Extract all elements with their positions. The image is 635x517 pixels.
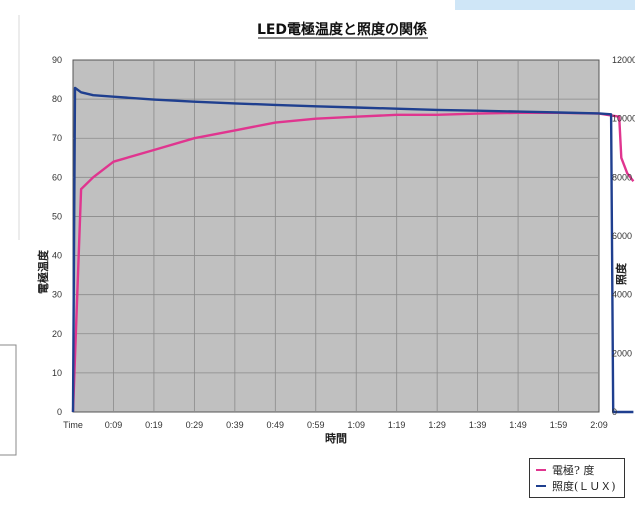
x-tick-label: 1:29 <box>428 420 446 430</box>
legend-label-temperature: 電極? 度 <box>552 462 594 478</box>
x-tick-label: 1:59 <box>550 420 568 430</box>
x-tick-label: 0:29 <box>186 420 204 430</box>
y-left-tick-label: 0 <box>57 407 62 417</box>
legend-item-illuminance: 照度(ＬＵＸ) <box>536 478 624 494</box>
x-tick-label: 1:19 <box>388 420 406 430</box>
y-left-tick-label: 50 <box>52 211 62 221</box>
left-margin-box <box>0 345 16 455</box>
y-right-axis-title: 照度 <box>614 262 628 285</box>
x-axis-title: 時間 <box>325 431 347 445</box>
x-tick-label: 1:49 <box>509 420 527 430</box>
legend-swatch-temperature <box>536 469 546 471</box>
x-tick-label: 0:59 <box>307 420 325 430</box>
legend-swatch-illuminance <box>536 485 546 487</box>
y-left-tick-label: 70 <box>52 133 62 143</box>
y-left-tick-label: 30 <box>52 290 62 300</box>
y-left-tick-label: 60 <box>52 172 62 182</box>
y-left-axis-title: 電極温度 <box>36 249 50 294</box>
legend-item-temperature: 電極? 度 <box>536 462 624 478</box>
x-tick-label: 1:09 <box>347 420 365 430</box>
x-tick-label: 0:49 <box>267 420 285 430</box>
header-banner <box>455 0 635 10</box>
x-tick-label: 1:39 <box>469 420 487 430</box>
x-tick-label: Time <box>63 420 83 430</box>
y-left-tick-label: 80 <box>52 94 62 104</box>
chart-title: LED電極温度と照度の関係 <box>257 21 427 38</box>
x-tick-label: 0:09 <box>105 420 123 430</box>
y-right-tick-label: 4000 <box>612 290 632 300</box>
y-right-tick-label: 2000 <box>612 348 632 358</box>
y-right-tick-label: 12000 <box>612 55 635 65</box>
y-left-tick-label: 10 <box>52 368 62 378</box>
x-tick-label: 0:39 <box>226 420 244 430</box>
legend: 電極? 度 照度(ＬＵＸ) <box>529 458 625 498</box>
y-right-tick-label: 0 <box>612 407 617 417</box>
y-right-tick-label: 10000 <box>612 114 635 124</box>
y-left-tick-label: 90 <box>52 55 62 65</box>
y-right-tick-label: 6000 <box>612 231 632 241</box>
y-left-tick-label: 40 <box>52 251 62 261</box>
x-tick-label: 0:19 <box>145 420 163 430</box>
y-right-tick-label: 8000 <box>612 172 632 182</box>
x-tick-label: 2:09 <box>590 420 608 430</box>
y-left-tick-label: 20 <box>52 329 62 339</box>
legend-label-illuminance: 照度(ＬＵＸ) <box>552 478 616 494</box>
